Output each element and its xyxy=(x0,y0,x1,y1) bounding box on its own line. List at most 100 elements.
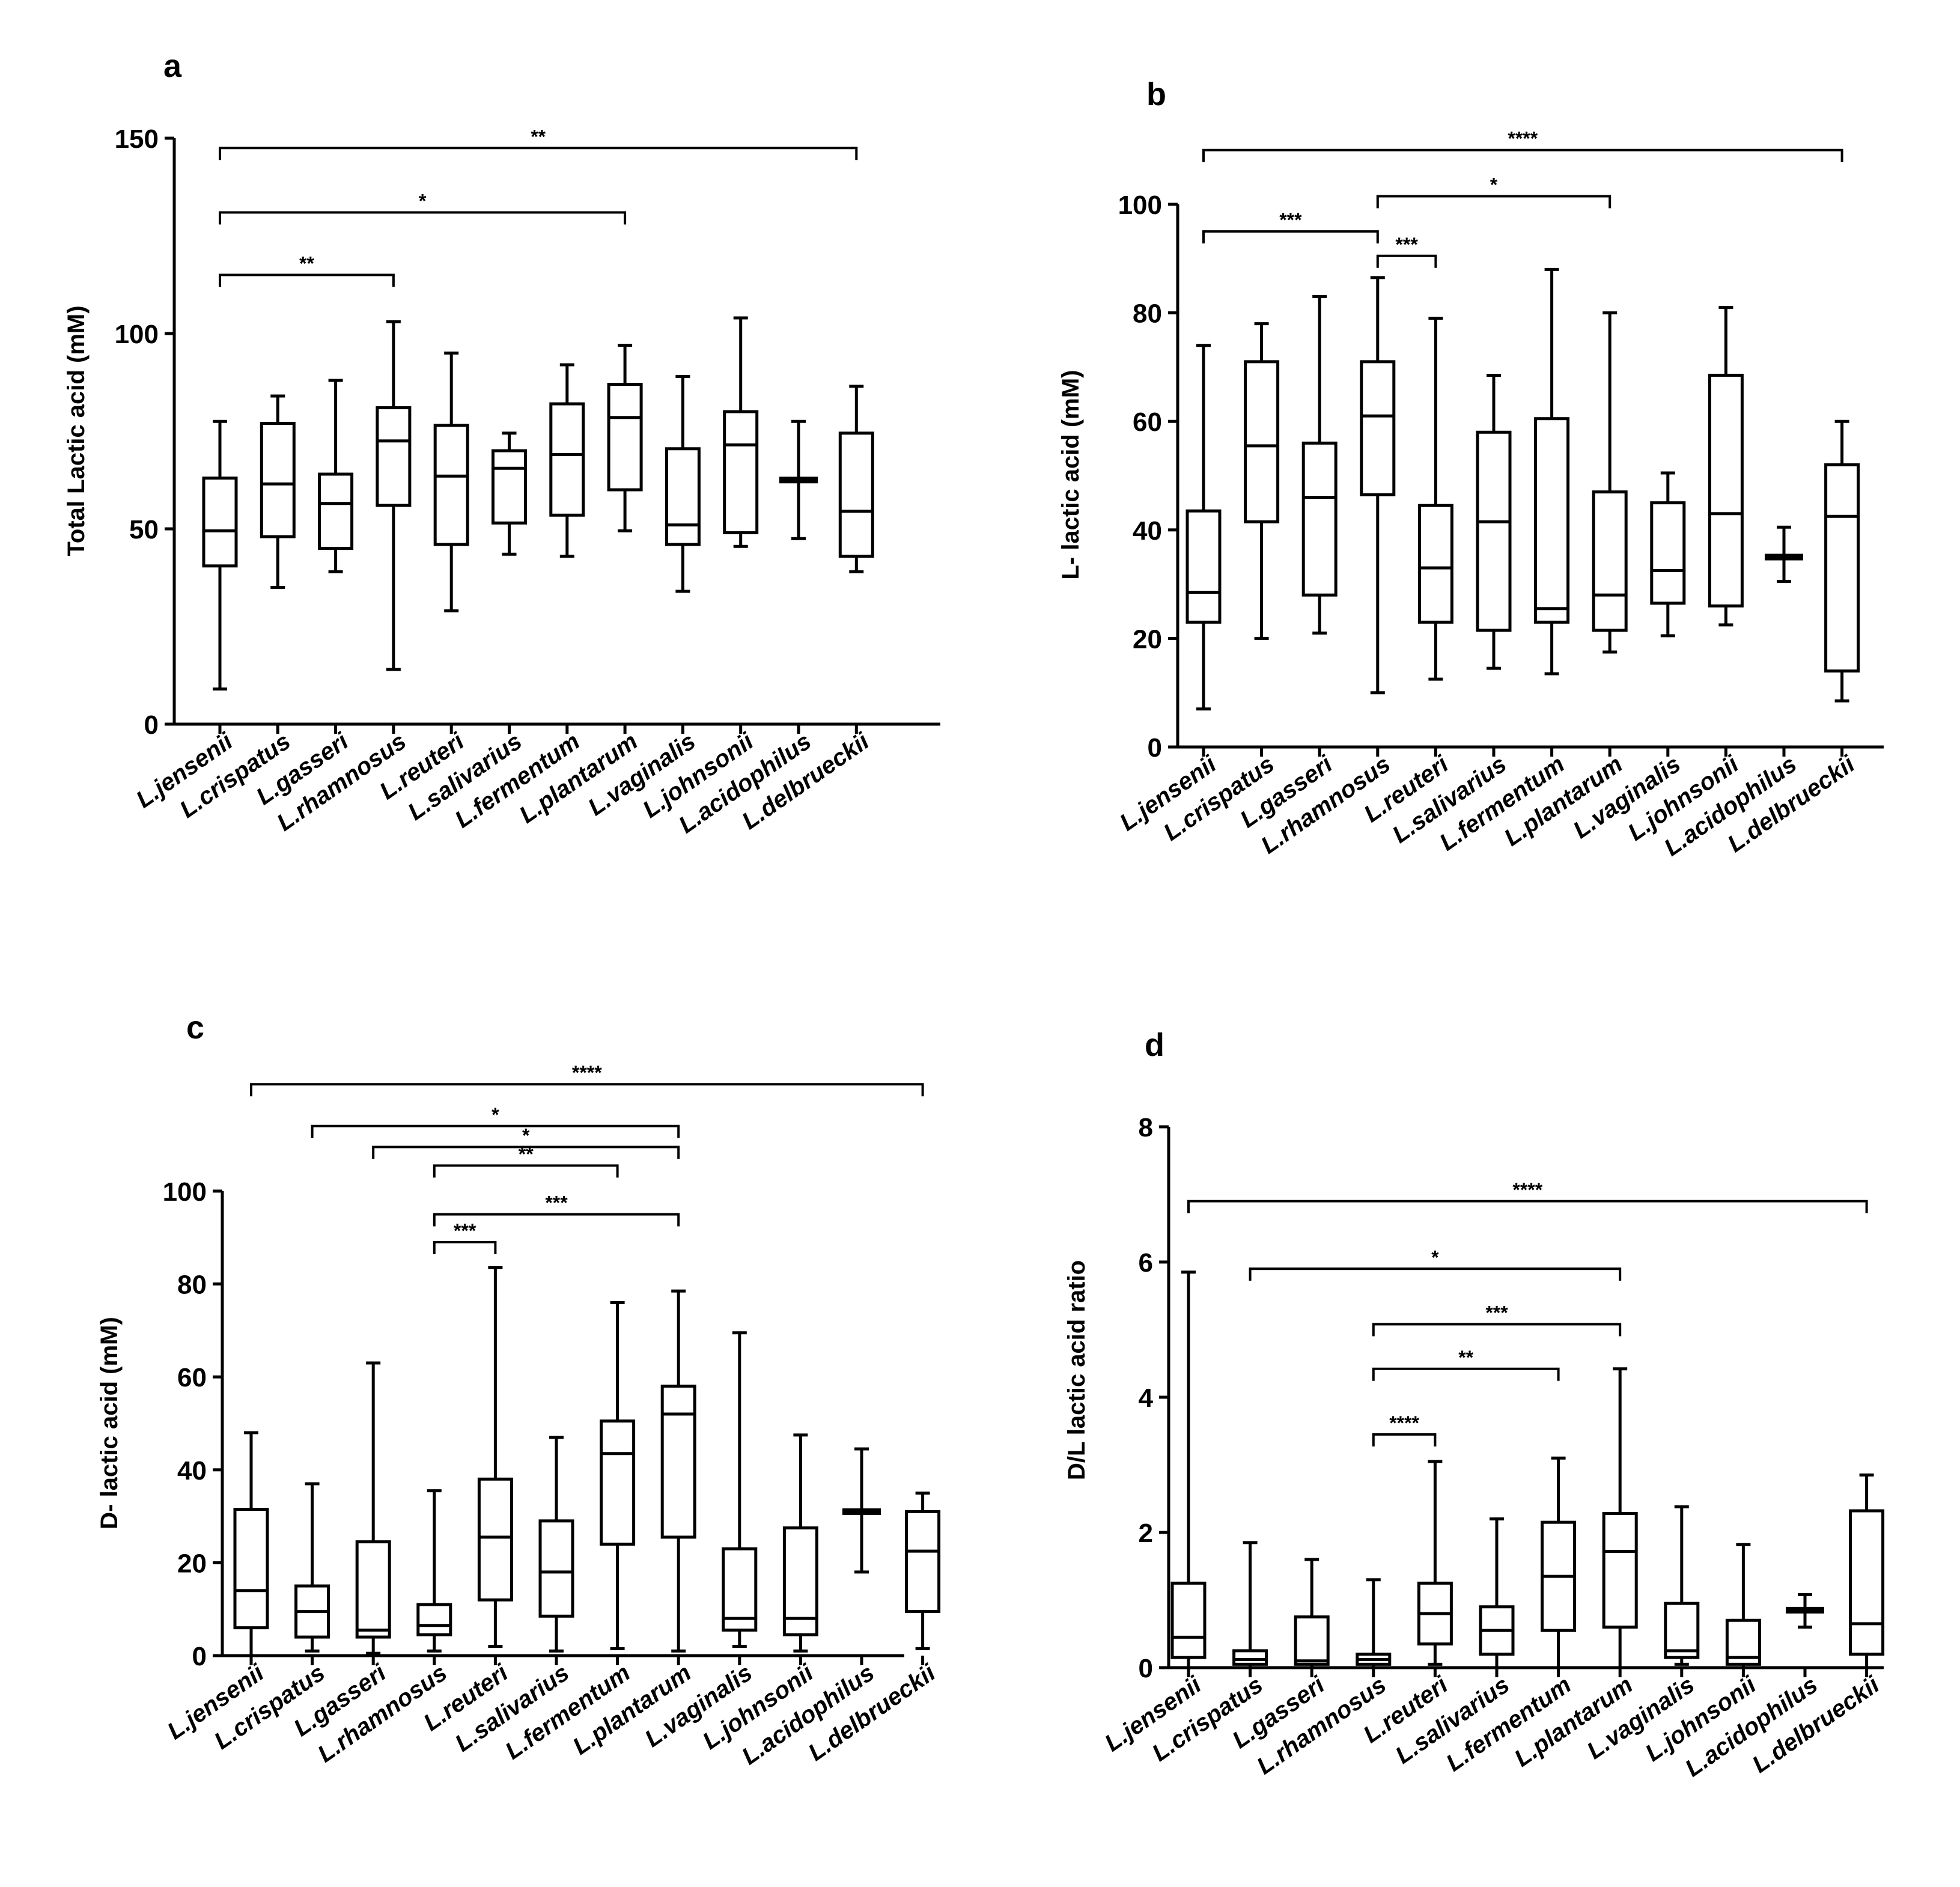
significance-label: *** xyxy=(1485,1302,1508,1324)
y-tick-label: 0 xyxy=(192,1642,207,1671)
bracket-line xyxy=(250,1083,924,1097)
box-iqr xyxy=(1244,360,1280,523)
significance-label: ** xyxy=(1458,1347,1473,1368)
box-plot-L.jensenii xyxy=(1170,1270,1207,1669)
significance-bracket: * xyxy=(219,191,627,225)
box-plot-L.acidophilus xyxy=(842,1447,881,1574)
box-plot-L.salivarius xyxy=(492,431,527,556)
box-iqr xyxy=(1650,501,1686,605)
y-tick-label: 80 xyxy=(177,1270,207,1300)
box-iqr xyxy=(477,1477,513,1602)
box-plot-L.gasseri xyxy=(1301,295,1338,635)
box-plot-L.johnsonii xyxy=(1708,306,1744,627)
box-plot-L.crispatus xyxy=(260,394,296,589)
y-tick-label: 60 xyxy=(177,1363,207,1392)
panel-c-letter: c xyxy=(186,1010,204,1046)
box-iqr xyxy=(1294,1615,1330,1666)
significance-label: *** xyxy=(545,1192,568,1214)
box-iqr xyxy=(376,406,412,507)
significance-label: ** xyxy=(299,253,314,275)
box-plot-L.delbrueckii xyxy=(1824,419,1860,703)
box-plot-L.gasseri xyxy=(355,1361,391,1655)
box-iqr xyxy=(1185,509,1222,624)
box-plot-L.johnsonii xyxy=(1725,1543,1761,1669)
significance-bracket: ** xyxy=(219,126,858,160)
bracket-line xyxy=(433,1164,619,1178)
box-plot-L.delbrueckii xyxy=(838,385,874,573)
bracket-line xyxy=(1372,1323,1622,1337)
box-iqr xyxy=(318,472,354,550)
box-plot-L.fermentum xyxy=(1541,1456,1577,1669)
panel-b-letter: b xyxy=(1146,76,1166,112)
box-iqr xyxy=(607,383,643,492)
y-tick-label: 80 xyxy=(1133,299,1162,329)
y-tick-label: 100 xyxy=(163,1177,207,1207)
y-tick-label: 50 xyxy=(129,515,159,544)
bracket-line xyxy=(311,1124,680,1138)
y-tick-label: 150 xyxy=(115,124,159,154)
significance-label: * xyxy=(1431,1246,1439,1268)
significance-label: * xyxy=(419,191,427,212)
significance-label: **** xyxy=(1508,128,1538,150)
box-iqr xyxy=(416,1603,452,1636)
bracket-line xyxy=(372,1145,680,1159)
box-plot-L.rhamnosus xyxy=(376,320,412,671)
box-plot-L.fermentum xyxy=(1534,267,1570,675)
box-iqr xyxy=(905,1510,941,1614)
y-tick-label: 0 xyxy=(1139,1654,1153,1683)
y-tick-label: 8 xyxy=(1139,1113,1153,1142)
significance-bracket: *** xyxy=(433,1192,680,1227)
box-plot-L.delbrueckii xyxy=(905,1491,941,1650)
bracket-line xyxy=(1372,1433,1437,1446)
box-iqr xyxy=(233,1508,269,1630)
box-plot-L.vaginalis xyxy=(1664,1505,1700,1666)
box-iqr xyxy=(260,422,296,538)
box-iqr xyxy=(600,1419,636,1546)
bracket-line xyxy=(1202,148,1843,162)
box-plot-L.reuteri xyxy=(1417,317,1453,681)
significance-bracket: * xyxy=(372,1125,680,1159)
box-iqr xyxy=(1725,1618,1761,1666)
bracket-line xyxy=(1249,1267,1622,1281)
box-plot-L.delbrueckii xyxy=(1849,1473,1885,1669)
significance-bracket: * xyxy=(311,1104,680,1138)
y-tick-label: 0 xyxy=(144,710,159,740)
significance-bracket: * xyxy=(1376,174,1612,209)
box-plot-L.rhamnosus xyxy=(1356,1578,1392,1669)
significance-label: * xyxy=(492,1104,499,1126)
significance-bracket: *** xyxy=(1376,234,1437,268)
y-axis-label: D- lactic acid (mM) xyxy=(96,1317,123,1529)
significance-bracket: **** xyxy=(250,1062,924,1097)
significance-label: **** xyxy=(572,1062,602,1084)
box-plot-L.plantarum xyxy=(607,344,643,532)
box-plot-L.johnsonii xyxy=(782,1433,818,1653)
box-iqr xyxy=(1534,417,1570,624)
significance-bracket: * xyxy=(1249,1246,1622,1281)
significance-label: **** xyxy=(1389,1412,1419,1434)
box-plot-L.crispatus xyxy=(1232,1541,1268,1669)
y-tick-label: 100 xyxy=(115,320,159,349)
y-tick-label: 0 xyxy=(1148,733,1162,763)
box-iqr xyxy=(660,1385,696,1539)
significance-bracket: ** xyxy=(219,253,395,287)
box-iqr xyxy=(1824,463,1860,673)
box-plot-L.vaginalis xyxy=(722,1331,758,1648)
box-iqr xyxy=(665,447,701,546)
box-iqr xyxy=(722,1547,758,1632)
significance-label: * xyxy=(522,1125,530,1147)
significance-bracket: **** xyxy=(1202,128,1843,162)
significance-bracket: *** xyxy=(1372,1302,1622,1337)
box-iqr xyxy=(355,1540,391,1639)
bracket-line xyxy=(219,147,858,160)
box-iqr xyxy=(1592,490,1628,632)
box-plot-L.reuteri xyxy=(477,1266,513,1648)
bracket-line xyxy=(1372,1367,1560,1381)
significance-bracket: *** xyxy=(1202,209,1379,244)
box-iqr xyxy=(433,424,469,546)
significance-bracket: **** xyxy=(1187,1179,1868,1213)
box-plot-L.salivarius xyxy=(1476,373,1512,670)
y-tick-label: 60 xyxy=(1133,407,1162,437)
y-tick-label: 2 xyxy=(1139,1519,1153,1548)
